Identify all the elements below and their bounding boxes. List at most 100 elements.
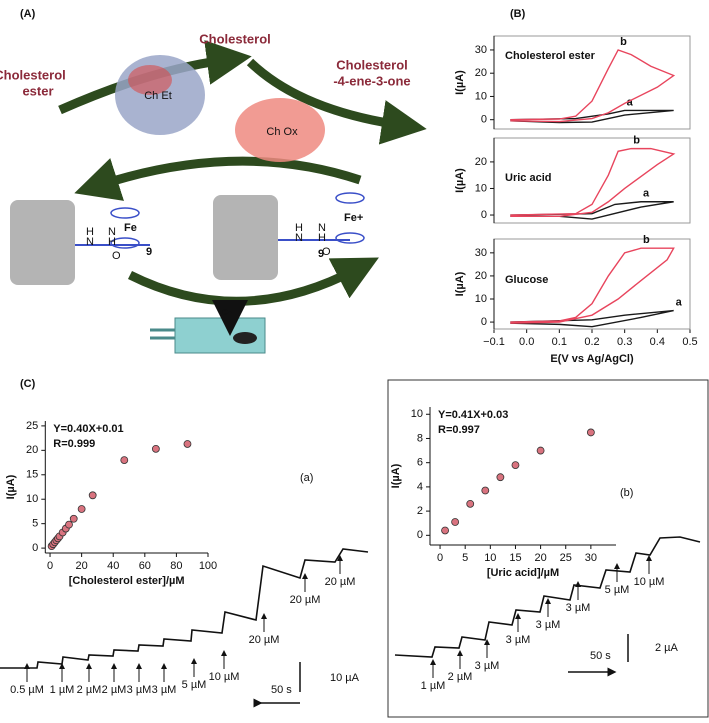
series-label: b [620, 36, 627, 48]
series-label: a [676, 296, 683, 308]
data-point [496, 473, 505, 482]
chem-label: e- [222, 306, 232, 318]
data-point [88, 491, 97, 500]
step-label: 20 µM [290, 594, 321, 606]
step-label: 2 µM [448, 671, 473, 683]
series-label: b [643, 234, 650, 246]
enzyme-label: Ch Ox [266, 126, 298, 138]
step-label: 1 µM [50, 684, 75, 696]
panel-label: (B) [510, 8, 526, 20]
step-label: 0.5 µM [10, 684, 44, 696]
chem-label: N [318, 222, 326, 234]
annotation: R=0.997 [438, 424, 480, 436]
scale-label: 2 µA [655, 642, 679, 654]
y-tick-label: 5 [32, 518, 38, 530]
y-axis-label: I(µA) [454, 70, 466, 95]
x-tick-label: 80 [170, 560, 182, 572]
y-tick-label: 15 [26, 469, 38, 481]
cv-curve [510, 147, 676, 218]
cv-curve [510, 309, 674, 328]
cv-curve [510, 201, 674, 220]
chem-label: 9 [318, 248, 324, 260]
y-tick-label: 8 [417, 432, 423, 444]
chem-label: N [86, 236, 94, 248]
x-tick-label: 0.2 [584, 336, 599, 348]
plot-title: Glucose [505, 274, 548, 286]
step-label: 3 µM [152, 684, 177, 696]
data-point [511, 461, 520, 470]
chem-label: N [295, 232, 303, 244]
data-point [69, 514, 78, 523]
x-axis-label: [Uric acid]/µM [487, 567, 559, 579]
chem-label: H [108, 236, 116, 248]
scale-label: 50 s [590, 650, 611, 662]
data-point [586, 428, 595, 437]
step-label: 1 µM [421, 680, 446, 692]
annotation: Y=0.40X+0.01 [53, 423, 123, 435]
y-axis-label: I(µA) [454, 271, 466, 296]
scheme-label: Cholesterol [0, 67, 66, 82]
y-tick-label: 25 [26, 420, 38, 432]
y-tick-label: 20 [26, 444, 38, 456]
step-label: 3 µM [475, 660, 500, 672]
chem-label: Fe+ [344, 212, 363, 224]
scale-label: 50 s [271, 684, 292, 696]
series-label: a [643, 188, 650, 200]
chem-label: O [322, 246, 331, 258]
data-point [183, 440, 192, 448]
panel-frame [387, 379, 709, 718]
y-tick-label: 6 [417, 457, 423, 469]
x-tick-label: 0.3 [617, 336, 632, 348]
y-tick-label: 30 [475, 44, 487, 56]
scale-bar [258, 634, 629, 703]
amperometric-trace [394, 536, 701, 658]
step-label: 20 µM [325, 576, 356, 588]
x-tick-label: 40 [107, 560, 119, 572]
x-tick-label: 60 [139, 560, 151, 572]
step-label: 3 µM [536, 619, 561, 631]
scheme-label: Cholesterol [336, 57, 408, 72]
y-tick-label: 20 [475, 270, 487, 282]
y-tick-label: 0 [481, 114, 487, 126]
step-label: 20 µM [249, 634, 280, 646]
enzyme-label: Ch Et [144, 90, 172, 102]
step-label: 3 µM [506, 634, 531, 646]
series-label: a [627, 96, 634, 108]
x-tick-label: 0.5 [682, 336, 697, 348]
chem-label: N [108, 226, 116, 238]
plot-title: Cholesterol ester [505, 50, 596, 62]
x-tick-label: 0.0 [519, 336, 534, 348]
x-tick-label: 10 [484, 552, 496, 564]
step-label: 5 µM [605, 584, 630, 596]
step-label: 2 µM [77, 684, 102, 696]
chem-label: Fe [124, 222, 137, 234]
data-point [536, 446, 545, 455]
y-tick-label: 0 [417, 529, 423, 541]
scheme-label: ester [22, 83, 53, 98]
y-tick-label: 20 [475, 67, 487, 79]
step-label: 10 µM [634, 576, 665, 588]
data-point [77, 505, 86, 513]
cv-curve [510, 109, 674, 124]
y-tick-label: 0 [481, 209, 487, 221]
x-tick-label: 25 [560, 552, 572, 564]
chem-label: 9 [146, 246, 152, 258]
y-tick-label: 10 [26, 493, 38, 505]
x-tick-label: 15 [509, 552, 521, 564]
step-label: 2 µM [102, 684, 127, 696]
x-tick-label: 5 [462, 552, 468, 564]
step-label: 3 µM [127, 684, 152, 696]
data-point [466, 499, 475, 508]
x-axis-label: [Cholesterol ester]/µM [69, 575, 185, 587]
panel-label: (A) [20, 8, 36, 20]
data-point [481, 486, 490, 495]
step-label: 5 µM [182, 679, 207, 691]
x-tick-label: 0 [47, 560, 53, 572]
x-axis-label: E(V vs Ag/AgCl) [550, 353, 634, 365]
y-axis-label: I(µA) [454, 168, 466, 193]
cv-curve [510, 247, 675, 324]
y-axis-label: I(µA) [5, 474, 17, 499]
x-tick-label: 20 [534, 552, 546, 564]
trace-label: (a) [300, 472, 313, 484]
